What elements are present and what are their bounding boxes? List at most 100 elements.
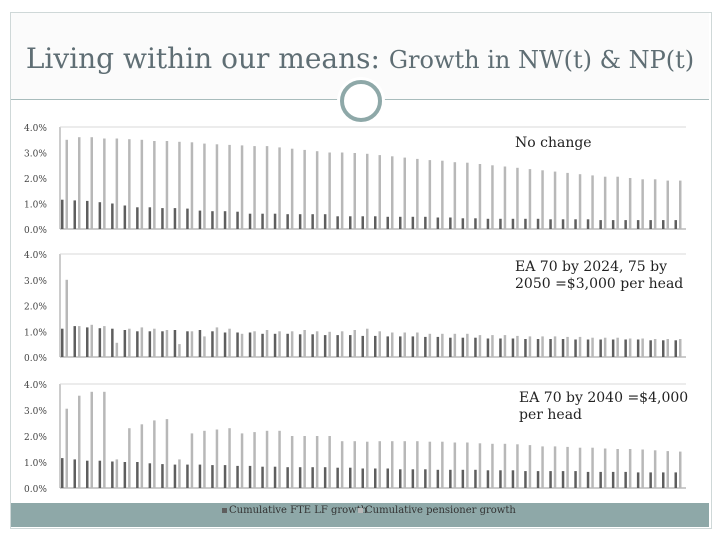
bar [366,441,369,488]
bar [636,339,640,357]
bar [399,216,402,229]
bar [653,339,657,357]
title-sub: Growth in NW(t) & NP(t) [388,46,695,74]
bar [503,166,507,229]
bar [428,160,432,229]
bar [461,469,465,488]
bar [599,471,602,488]
bar [536,471,540,488]
bar [98,460,102,488]
bar [374,216,377,230]
bar [524,471,527,488]
bar [561,471,565,488]
bar [428,441,432,488]
bar [524,218,527,229]
bar [561,339,565,357]
bar [679,451,682,488]
bar [273,213,277,229]
bar [616,176,619,229]
bar [136,331,139,358]
bar [340,441,344,488]
bar [386,216,389,229]
bar [286,467,289,488]
bar [323,335,327,357]
bar [666,451,669,488]
bar [228,144,231,229]
bar [361,468,364,488]
bar [311,467,314,488]
bar [103,326,106,357]
legend-label-pens: Cumulative pensioner growth [365,505,516,516]
bar [73,459,76,488]
bar [466,162,469,229]
bar [349,335,352,357]
bar [165,419,169,488]
y-tick-label: 2.0% [24,433,47,443]
bar [290,436,294,488]
bar [553,171,557,229]
bar [574,219,577,229]
bar [403,332,406,357]
bar [449,217,452,229]
bar [240,433,244,488]
bar [491,335,494,357]
bar [128,139,131,229]
bar [286,214,289,229]
bar [411,336,415,357]
bar [90,324,93,357]
bar [378,441,381,488]
bar [511,338,515,357]
bar [566,336,569,357]
bar [574,339,577,357]
bar [215,144,219,229]
bar [628,338,632,357]
bar [153,420,156,488]
bar [599,220,602,229]
bar [386,468,389,488]
bar [649,472,652,488]
bar [78,137,81,229]
bar [586,339,590,357]
bar [441,441,444,488]
bar [265,146,269,229]
bar [353,441,356,488]
bar [428,333,432,357]
bar [662,340,665,357]
bar [453,162,457,229]
bar [315,331,319,358]
bar [78,395,81,488]
bar [449,469,452,488]
bar [65,279,68,358]
bar [436,336,440,357]
bar [190,433,194,488]
bar [674,472,677,488]
bar [349,467,352,488]
bar [198,210,202,229]
bar [499,470,502,488]
bar [236,465,239,488]
bar [265,430,269,488]
bar [290,331,294,358]
bar [491,165,494,230]
y-tick-label: 3.0% [24,277,47,287]
bar [298,214,302,229]
bar [273,466,277,488]
bar [161,331,164,358]
bar [215,327,219,357]
bar [491,443,494,488]
bar [478,443,482,488]
bar [416,158,419,229]
bar [223,211,227,229]
bar [541,446,544,488]
bar [211,331,214,358]
bar [103,138,106,229]
bar [228,328,231,357]
bar [61,199,64,229]
y-tick-label: 4.0% [24,381,47,391]
bar [161,208,164,229]
bar [461,218,465,229]
panel-annotation: EA 70 by 2024, 75 by [515,259,667,275]
bar [641,179,644,229]
bar [311,214,314,229]
